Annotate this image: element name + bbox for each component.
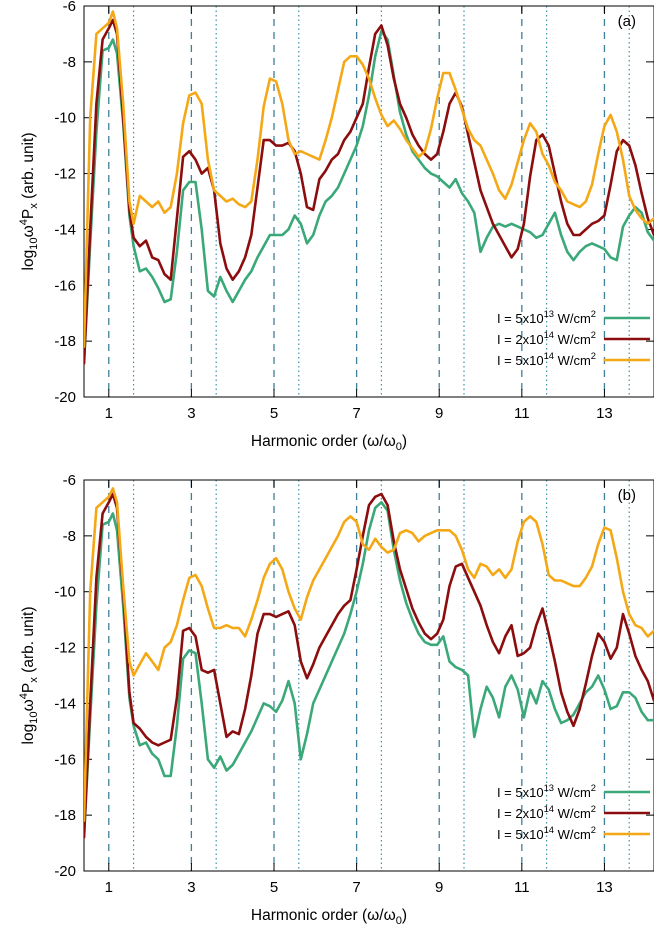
y-tick-label: -20: [54, 863, 76, 880]
x-tick-label: 9: [435, 879, 443, 896]
x-tick-label: 7: [352, 879, 360, 896]
y-tick-label: -10: [54, 110, 76, 127]
y-tick-label: -18: [54, 333, 76, 350]
y-tick-label: -16: [54, 277, 76, 294]
x-tick-label: 3: [187, 879, 195, 896]
panel-b: -20-18-16-14-12-10-8-61 3 5 7 9 11 13Harmonic …: [18, 472, 654, 927]
legend-entry-label: I = 5x1013 W/cm2: [497, 783, 596, 800]
x-tick-label: 11: [514, 879, 530, 896]
y-tick-label: -20: [54, 389, 76, 406]
legend-entry-label: I = 5x1014 W/cm2: [497, 825, 596, 842]
panel-label: (a): [618, 13, 636, 30]
x-axis-label: Harmonic order (ω/ω0): [251, 433, 407, 453]
x-tick-label: 5: [270, 405, 278, 422]
y-tick-label: -10: [54, 584, 76, 601]
x-tick-label: 1: [105, 405, 113, 422]
y-tick-label: -18: [54, 807, 76, 824]
y-tick-label: -8: [63, 54, 76, 71]
legend-entry-label: I = 5x1013 W/cm2: [497, 309, 596, 326]
x-tick-label: 1: [105, 879, 113, 896]
x-tick-label: 13: [596, 405, 613, 422]
y-tick-label: -14: [54, 221, 76, 238]
series-line: [84, 488, 654, 820]
panel-a: -20-18-16-14-12-10-8-61 3 5 7 9 11 13Harmonic …: [18, 0, 654, 453]
y-axis-label: log10ω4Px (arb. unit): [18, 607, 40, 745]
x-tick-label: 13: [596, 879, 613, 896]
y-tick-label: -12: [54, 640, 76, 657]
x-tick-label: 7: [352, 405, 360, 422]
y-axis-label: log10ω4Px (arb. unit): [18, 133, 40, 271]
x-tick-label: 3: [187, 405, 195, 422]
y-tick-label: -6: [63, 0, 76, 15]
legend-entry-label: I = 5x1014 W/cm2: [497, 351, 596, 368]
panel-label: (b): [618, 487, 636, 504]
x-axis-label: Harmonic order (ω/ω0): [251, 907, 407, 927]
y-tick-label: -6: [63, 472, 76, 489]
y-tick-label: -14: [54, 695, 76, 712]
x-tick-label: 11: [514, 405, 530, 422]
y-tick-label: -8: [63, 528, 76, 545]
x-tick-label: 9: [435, 405, 443, 422]
x-tick-label: 5: [270, 879, 278, 896]
y-tick-label: -12: [54, 166, 76, 183]
y-tick-label: -16: [54, 751, 76, 768]
